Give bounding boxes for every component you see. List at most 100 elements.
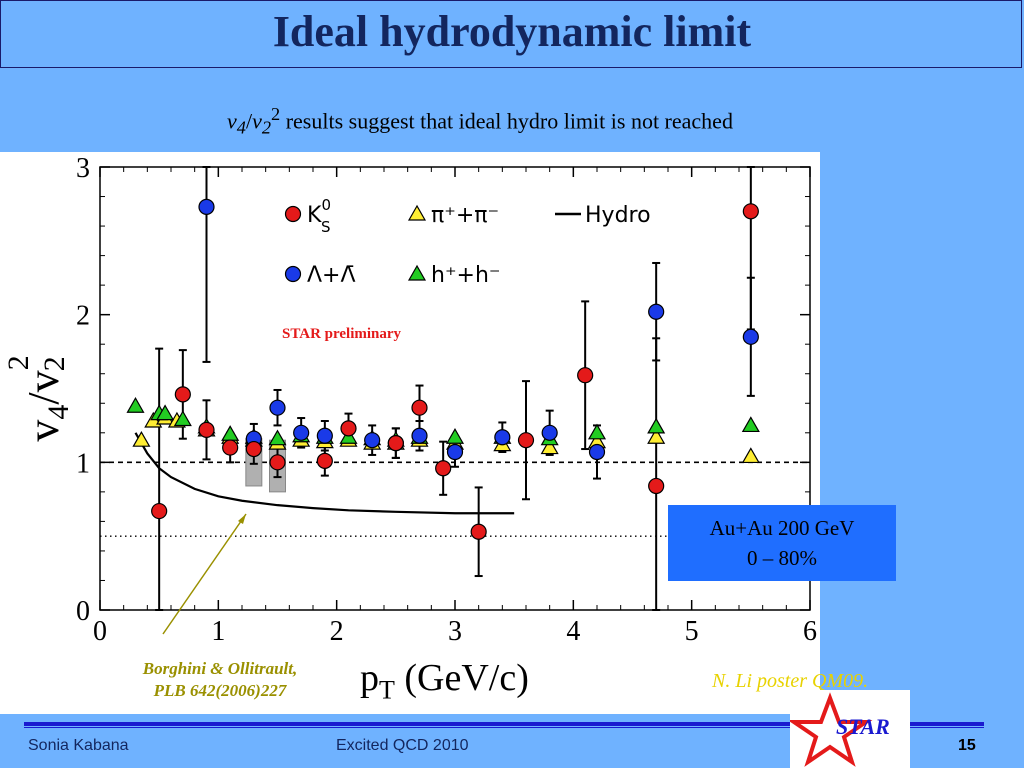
data-point-Lambda bbox=[541, 424, 558, 441]
legend-label-main: Λ+Λ̄ bbox=[307, 263, 356, 288]
legend-label: h⁺+h⁻ bbox=[431, 263, 501, 288]
legend-label-main: h⁺+h⁻ bbox=[431, 263, 501, 288]
y-axis-label-part: /v bbox=[19, 370, 68, 404]
data-point-K0S bbox=[577, 367, 594, 384]
footer-conference: Excited QCD 2010 bbox=[336, 737, 469, 754]
data-point-K0S bbox=[470, 523, 487, 540]
legend-label: Hydro bbox=[585, 203, 651, 228]
data-point-Lambda bbox=[588, 443, 606, 461]
subtitle-v2-sup: 2 bbox=[271, 104, 281, 124]
star-logo: STAR bbox=[787, 690, 910, 768]
legend-label: K0 S bbox=[307, 196, 331, 236]
reference-line-1: Borghini & Ollitrault, bbox=[142, 659, 298, 678]
y-tick-label: 1 bbox=[76, 448, 90, 479]
data-point-K0S bbox=[435, 460, 452, 477]
star-icon: STAR bbox=[787, 692, 890, 767]
footer-divider bbox=[24, 722, 984, 726]
data-point-K0S bbox=[174, 386, 191, 403]
data-point-K0S bbox=[222, 439, 239, 456]
footer-divider-thin bbox=[24, 727, 984, 728]
data-point-Lambda bbox=[198, 198, 215, 215]
y-tick-label: 3 bbox=[76, 153, 90, 184]
data-point-h bbox=[647, 417, 666, 434]
y-axis-label-part: 4 bbox=[42, 405, 75, 420]
data-point-pi bbox=[647, 428, 666, 444]
y-tick-label: 2 bbox=[76, 301, 90, 332]
data-point-Lambda bbox=[269, 399, 286, 416]
data-point-h bbox=[587, 423, 607, 440]
page-number: 15 bbox=[958, 737, 976, 754]
footer-author: Sonia Kabana bbox=[28, 737, 129, 754]
collision-info-box: Au+Au 200 GeV 0 – 80% bbox=[668, 505, 896, 581]
x-axis-label-sub: T bbox=[379, 675, 395, 705]
x-tick-label: 1 bbox=[211, 616, 225, 647]
data-point-Lambda bbox=[494, 429, 511, 446]
x-axis-label-unit: (GeV/c) bbox=[394, 657, 529, 699]
data-point-Lambda bbox=[411, 427, 428, 444]
x-tick-label: 2 bbox=[330, 616, 344, 647]
legend-marker-triangle bbox=[407, 204, 427, 221]
star-preliminary-label: STAR preliminary bbox=[282, 326, 402, 342]
y-axis-label: v4/v2 2 bbox=[2, 355, 75, 441]
data-point-h bbox=[126, 397, 145, 413]
data-point-K0S bbox=[245, 440, 262, 458]
subtitle-v4-sub: 4 bbox=[236, 117, 246, 138]
data-point-h bbox=[173, 410, 192, 427]
data-point-Lambda bbox=[742, 328, 759, 345]
x-tick-label: 5 bbox=[685, 616, 699, 647]
legend-label-sub: S bbox=[321, 218, 331, 236]
data-point-K0S bbox=[151, 502, 168, 520]
data-point-K0S bbox=[269, 454, 286, 471]
reference-arrowhead bbox=[238, 514, 246, 524]
legend-label: π⁺+π⁻ bbox=[431, 203, 499, 228]
data-point-K0S bbox=[517, 432, 535, 449]
x-axis-label-p: p bbox=[360, 657, 379, 699]
y-axis-label-part: 2 bbox=[2, 355, 35, 370]
reference-arrow bbox=[162, 513, 247, 635]
data-point-pi bbox=[540, 438, 559, 455]
y-axis-label-part: v bbox=[19, 420, 68, 442]
title-bar bbox=[0, 0, 1022, 68]
data-point-pi bbox=[741, 447, 760, 464]
x-tick-label: 3 bbox=[448, 616, 462, 647]
legend-label-main: Hydro bbox=[585, 203, 651, 228]
data-point-K0S bbox=[648, 477, 665, 495]
subtitle-v4: v bbox=[227, 108, 237, 134]
legend-label-sup: 0 bbox=[321, 196, 331, 214]
legend-marker-circle bbox=[284, 265, 302, 283]
subtitle-v2-sub: 2 bbox=[261, 117, 272, 138]
legend-label-main: K bbox=[307, 203, 322, 228]
poster-reference: N. Li poster QM09. bbox=[712, 670, 869, 692]
data-point-Lambda bbox=[648, 303, 665, 320]
slide-title: Ideal hydrodynamic limit bbox=[272, 7, 752, 56]
x-tick-label: 6 bbox=[803, 616, 817, 647]
data-point-Lambda bbox=[364, 432, 381, 449]
legend-marker-circle bbox=[284, 205, 302, 223]
centrality-range: 0 – 80% bbox=[747, 546, 817, 570]
reference-citation: Borghini & Ollitrault, PLB 642(2006)227 bbox=[100, 658, 340, 702]
x-tick-label: 4 bbox=[566, 616, 580, 647]
data-point-pi bbox=[132, 430, 151, 447]
data-point-Lambda bbox=[293, 424, 310, 441]
x-axis-label: pT (GeV/c) bbox=[360, 656, 529, 706]
data-point-K0S bbox=[198, 421, 215, 438]
y-tick-label: 0 bbox=[76, 596, 90, 627]
data-point-K0S bbox=[411, 399, 428, 416]
star-logo-shape bbox=[787, 692, 873, 767]
x-tick-label: 0 bbox=[93, 616, 107, 647]
data-point-h bbox=[156, 404, 175, 421]
legend-label: Λ+Λ̄ bbox=[307, 263, 356, 288]
star-logo-text: STAR bbox=[836, 714, 890, 739]
subtitle-v2: v bbox=[252, 108, 262, 134]
subtitle-slash: / bbox=[245, 108, 253, 134]
data-point-K0S bbox=[316, 452, 333, 469]
legend-label-main: π⁺+π⁻ bbox=[431, 203, 499, 228]
data-point-h bbox=[445, 428, 465, 444]
data-point-K0S bbox=[387, 435, 404, 452]
collision-system: Au+Au 200 GeV bbox=[709, 516, 855, 540]
subtitle-text: results suggest that ideal hydro limit i… bbox=[280, 108, 733, 134]
data-point-Lambda bbox=[316, 427, 333, 444]
data-point-K0S bbox=[340, 420, 357, 437]
legend-marker-triangle bbox=[407, 264, 427, 281]
